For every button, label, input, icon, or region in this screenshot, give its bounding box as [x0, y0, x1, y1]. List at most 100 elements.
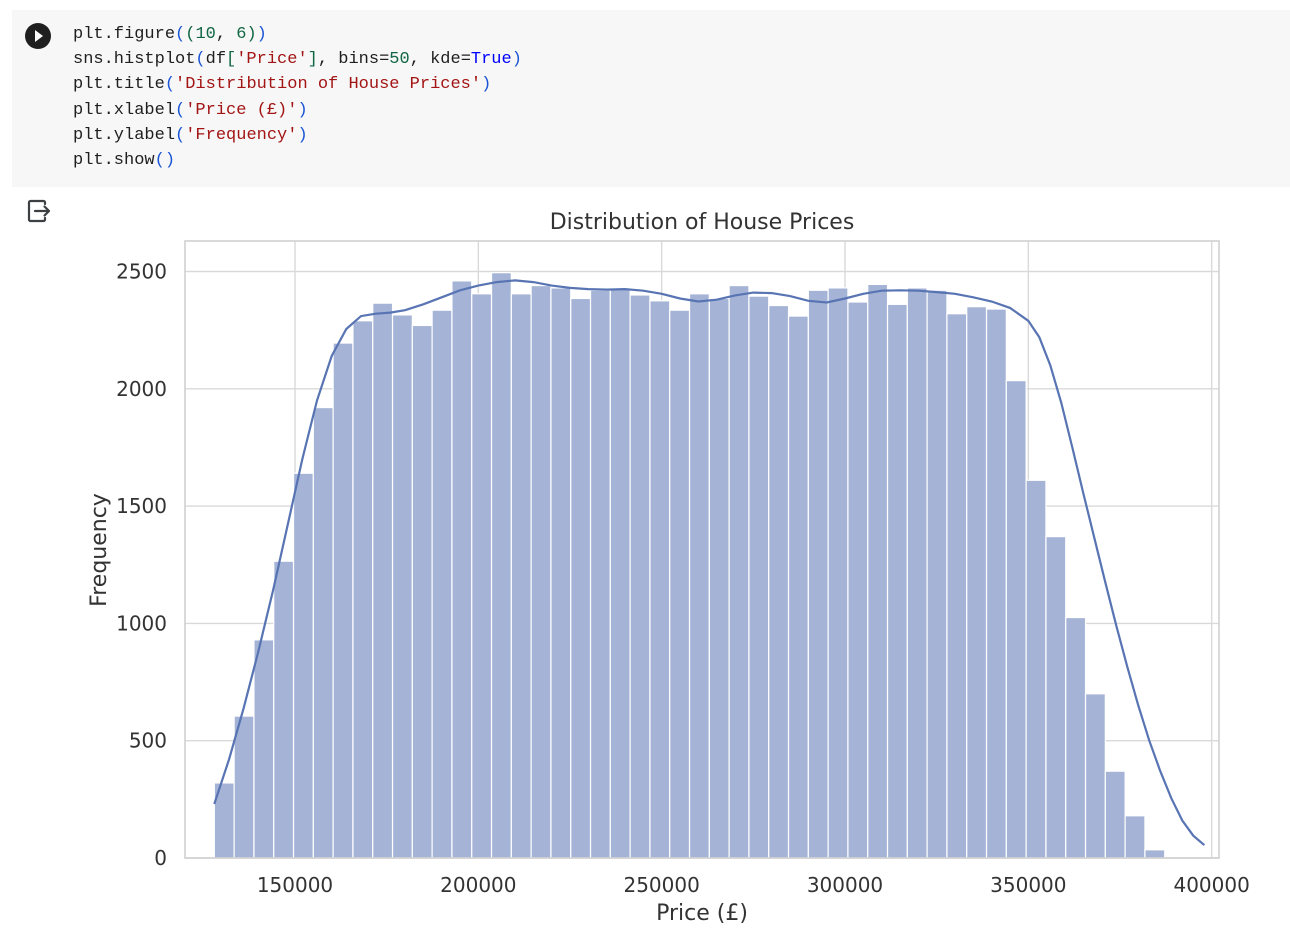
- histogram-bar: [748, 295, 770, 859]
- histogram-bar: [530, 284, 552, 859]
- code-cell[interactable]: [12, 10, 1290, 187]
- histogram-bar: [787, 315, 809, 859]
- histogram-bar: [966, 306, 988, 859]
- y-tick-label: 1000: [116, 611, 167, 635]
- code-token: ): [297, 125, 308, 145]
- histogram-bar: [411, 324, 433, 859]
- histogram-bar: [728, 284, 750, 859]
- code-token: , kde=: [409, 50, 471, 70]
- kde-curve: [213, 279, 1206, 846]
- histogram-bar: [985, 308, 1007, 859]
- code-token: plt.xlabel: [73, 100, 176, 120]
- histogram-bar: [768, 304, 790, 859]
- histogram-bar: [550, 287, 572, 859]
- code-token: 6: [236, 25, 247, 44]
- histogram-bar: [1005, 379, 1027, 859]
- histogram-bar: [253, 639, 275, 859]
- histogram-bar: [332, 342, 354, 859]
- code-token: plt.title: [73, 75, 165, 95]
- histogram-bar: [273, 560, 295, 859]
- y-tick-label: 2500: [116, 259, 167, 283]
- x-tick-label: 300000: [807, 873, 883, 897]
- histogram-bar: [510, 293, 532, 859]
- code-line: plt.show(): [73, 148, 522, 173]
- code-token: (: [175, 125, 186, 145]
- histogram-bar: [609, 288, 631, 859]
- histogram-bar: [1084, 693, 1106, 859]
- histogram-bar: [926, 289, 948, 859]
- histogram-bar: [1104, 770, 1126, 859]
- x-tick-label: 250000: [623, 873, 699, 897]
- code-token: ): [511, 50, 522, 70]
- histogram-bar: [391, 314, 413, 859]
- histogram-bar: [946, 313, 968, 859]
- code-token: 'Distribution of House Prices': [175, 75, 482, 95]
- y-tick-label: 1500: [116, 494, 167, 518]
- histogram-bar: [1124, 815, 1146, 859]
- code-line: plt.figure((10, 6)): [73, 22, 522, 47]
- histogram-bar: [906, 287, 928, 859]
- code-token: (: [154, 150, 165, 170]
- histogram-bar: [312, 406, 334, 859]
- histogram-bar: [292, 472, 314, 859]
- y-axis-label: Frequency: [87, 493, 112, 607]
- y-tick-labels: 0 500 1000 1500 2000 2500: [116, 259, 167, 870]
- code-token: 50: [389, 50, 410, 70]
- code-line: sns.histplot(df['Price'], bins=50, kde=T…: [73, 47, 522, 72]
- histogram-bar: [669, 309, 691, 859]
- y-tick-label: 2000: [116, 377, 167, 401]
- x-tick-labels: 150000 200000 250000 300000 350000 400000: [257, 873, 1250, 897]
- plot-frame: [184, 240, 1220, 859]
- histogram-bar: [1025, 479, 1047, 859]
- histogram-bar: [886, 303, 908, 859]
- histogram-bars: [213, 272, 1166, 859]
- code-token: (: [175, 25, 186, 44]
- y-tick-label: 500: [129, 729, 167, 753]
- code-token: 'Price (£)': [185, 100, 298, 120]
- code-token: (: [185, 25, 196, 44]
- code-token: , bins=: [317, 50, 390, 70]
- histogram-bar: [372, 302, 394, 859]
- histogram-bar: [827, 287, 849, 859]
- histogram-bar: [1144, 849, 1166, 859]
- histogram-bar: [352, 320, 374, 859]
- code-token: (: [164, 75, 176, 95]
- histogram-bar: [1065, 616, 1087, 859]
- output-redirect-icon[interactable]: [26, 198, 52, 224]
- x-tick-label: 350000: [990, 873, 1066, 897]
- histogram-bar: [807, 289, 829, 859]
- histogram-bar: [589, 289, 611, 859]
- histogram-bar: [847, 301, 869, 859]
- histogram-bar: [649, 300, 671, 859]
- code-token: 'Frequency': [185, 125, 298, 145]
- histogram-bar: [431, 309, 453, 859]
- x-tick-label: 400000: [1173, 873, 1249, 897]
- histogram-bar: [570, 297, 592, 859]
- code-line: plt.ylabel('Frequency'): [73, 123, 522, 148]
- code-token: [: [226, 50, 237, 70]
- code-token: (: [195, 50, 206, 70]
- x-axis-label: Price (£): [656, 901, 748, 926]
- x-tick-label: 200000: [440, 873, 516, 897]
- code-token: 'Price': [236, 50, 308, 70]
- histogram-bar: [233, 715, 255, 859]
- histogram-bar: [471, 293, 493, 859]
- code-token: (: [175, 100, 186, 120]
- code-token: True: [470, 50, 512, 70]
- code-token: 10: [195, 25, 216, 44]
- histogram-bar: [867, 283, 889, 859]
- code-token: ): [481, 75, 492, 95]
- y-tick-label: 0: [154, 846, 167, 870]
- x-tick-label: 150000: [257, 873, 333, 897]
- code-editor[interactable]: plt.figure((10, 6)) sns.histplot(df['Pric…: [73, 22, 522, 173]
- run-cell-button[interactable]: [25, 23, 51, 49]
- code-token: df: [205, 50, 227, 70]
- code-line: plt.xlabel('Price (£)'): [73, 98, 522, 123]
- histogram-bar: [451, 280, 473, 859]
- code-token: ,: [215, 25, 237, 44]
- histogram-bar: [1045, 535, 1067, 859]
- play-icon: [35, 30, 43, 42]
- code-token: plt.ylabel: [73, 125, 176, 145]
- code-token: plt.figure: [73, 25, 176, 44]
